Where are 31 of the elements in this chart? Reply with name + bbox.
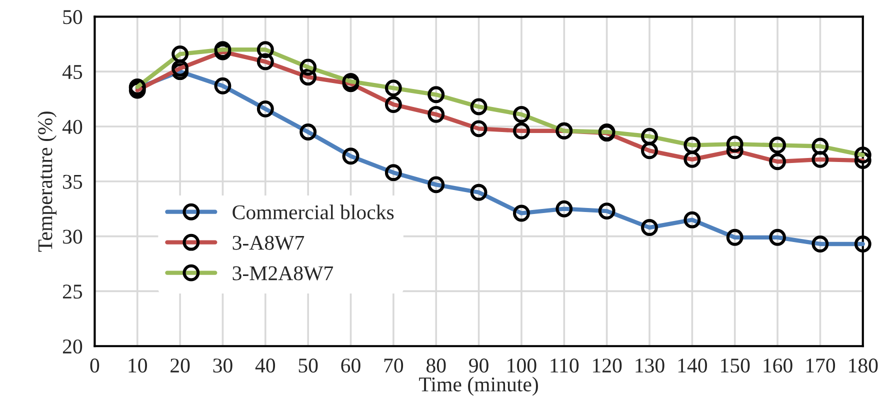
x-tick-label: 90 (469, 358, 488, 373)
x-tick-label: 70 (384, 358, 404, 373)
x-tick-label: 40 (255, 358, 276, 373)
x-tick-label: 100 (508, 358, 536, 373)
x-axis-title: Time (minute) (419, 376, 538, 396)
x-tick-label: 170 (806, 358, 836, 373)
y-tick-label: 45 (62, 65, 82, 80)
y-tick-label: 30 (63, 230, 82, 244)
x-tick-label: 160 (764, 358, 792, 373)
x-tick-label: 20 (170, 358, 190, 373)
x-tick-label: 10 (128, 358, 147, 373)
x-tick-label: 150 (721, 358, 750, 373)
y-axis-title: Temperature (%) (38, 112, 56, 252)
x-tick-label: 50 (298, 358, 318, 373)
y-tick-label: 50 (63, 10, 82, 24)
x-tick-label: 80 (426, 358, 446, 373)
x-tick-label: 30 (213, 358, 232, 373)
x-tick-label: 120 (593, 358, 622, 373)
x-tick-label: 130 (636, 358, 664, 373)
x-tick-label: 60 (341, 358, 360, 373)
y-tick-label: 25 (62, 284, 82, 299)
y-tick-label: 40 (62, 120, 82, 134)
y-tick-label: 20 (62, 339, 82, 354)
y-tick-label: 35 (63, 174, 82, 189)
legend-label: 3-M2A8W7 (232, 266, 334, 280)
legend-label: 3-A8W7 (232, 236, 304, 250)
x-tick-label: 180 (849, 358, 878, 373)
x-tick-label: 110 (550, 358, 579, 373)
x-tick-label: 0 (90, 358, 100, 373)
legend-label: Commercial blocks (232, 204, 394, 220)
x-tick-label: 140 (678, 358, 707, 373)
